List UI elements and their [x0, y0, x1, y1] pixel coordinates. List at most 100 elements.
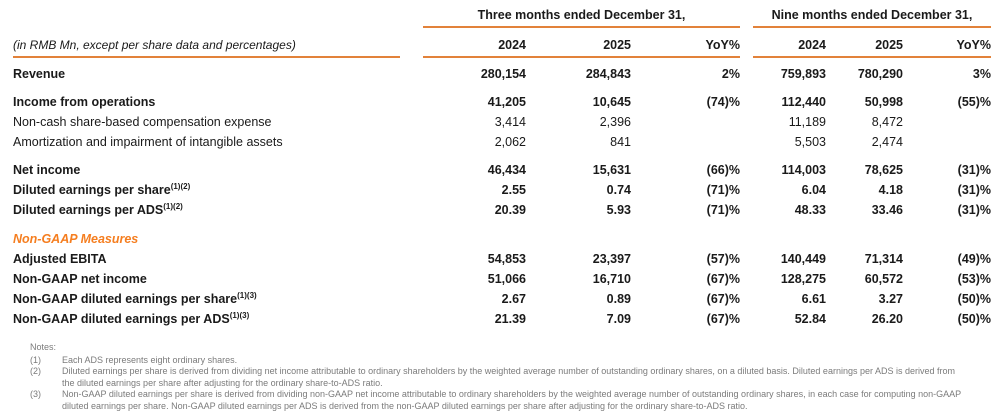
footnote-ref: (1)(3) [237, 290, 257, 300]
unit-label: (in RMB Mn, except per share data and pe… [13, 30, 400, 58]
cell-9mo-2025: 4.18 [878, 183, 903, 197]
cell-3mo-2025: 2,396 [599, 115, 631, 129]
cell-9mo-2025: 50,998 [864, 95, 903, 109]
cell-9mo-2025: 26.20 [871, 312, 903, 326]
cell-3mo-2024: 41,205 [487, 95, 526, 109]
table-row-share-based-compensation: Non-cash share-based compensation expens… [13, 112, 991, 132]
cell-9mo-2025: 60,572 [864, 272, 903, 286]
cell-3mo-yoy: (57)% [706, 252, 740, 266]
cell-9mo-yoy: (50)% [957, 292, 991, 306]
cell-3mo-yoy: (71)% [706, 183, 740, 197]
row-label: Revenue [13, 67, 400, 81]
row-label: Amortization and impairment of intangibl… [13, 135, 400, 149]
year-column-header: 2025 [875, 38, 903, 52]
cell-9mo-yoy: (55)% [957, 95, 991, 109]
cell-9mo-2024: 128,275 [780, 272, 826, 286]
cell-9mo-2024: 6.04 [801, 183, 826, 197]
note-text: Each ADS represents eight ordinary share… [62, 354, 238, 365]
table-row-non-gaap-net-income: Non-GAAP net income 51,066 16,710 (67)% … [13, 269, 991, 289]
yoy-column-header: YoY% [956, 38, 992, 52]
row-label-text: Net income [13, 163, 81, 177]
cell-3mo-2025: 10,645 [592, 95, 631, 109]
cell-3mo-yoy: (66)% [706, 163, 740, 177]
table-body: Revenue 280,154 284,843 2% 759,893 780,2… [13, 64, 991, 329]
cell-9mo-yoy: (50)% [957, 312, 991, 326]
footnote-ref: (1)(2) [170, 181, 191, 191]
row-label: Non-GAAP diluted earnings per ADS(1)(3) [13, 311, 400, 326]
cell-9mo-yoy: (49)% [957, 252, 991, 266]
cell-3mo-2024: 54,853 [487, 252, 526, 266]
period-group-title-3mo: Three months ended December 31, [423, 8, 740, 28]
cell-3mo-2025: 0.74 [606, 183, 631, 197]
note-text: Non-GAAP diluted earnings per share is d… [62, 389, 962, 411]
cell-3mo-2025: 0.89 [606, 292, 631, 306]
cell-9mo-2025: 78,625 [864, 163, 903, 177]
year-column-header: 2024 [798, 38, 826, 52]
cell-9mo-2025: 3.27 [878, 292, 903, 306]
cell-9mo-2024: 48.33 [794, 203, 826, 217]
cell-9mo-2024: 140,449 [780, 252, 826, 266]
table-row-net-income: Net income 46,434 15,631 (66)% 114,003 7… [13, 160, 991, 180]
cell-3mo-2024: 20.39 [494, 203, 526, 217]
row-label-text: Income from operations [13, 95, 156, 109]
year-column-header: 2025 [603, 38, 631, 52]
cell-9mo-2025: 71,314 [864, 252, 903, 266]
cell-9mo-2025: 8,472 [871, 115, 903, 129]
section-header-row: Non-GAAP Measures [13, 229, 991, 249]
row-label-text: Non-GAAP diluted earnings per share [13, 292, 238, 306]
table-row-non-gaap-diluted-eps: Non-GAAP diluted earnings per share(1)(3… [13, 289, 991, 309]
cell-3mo-2024: 51,066 [487, 272, 526, 286]
year-column-header: 2024 [498, 38, 526, 52]
cell-3mo-yoy: (71)% [706, 203, 740, 217]
cell-9mo-2024: 52.84 [794, 312, 826, 326]
note-text: Diluted earnings per share is derived fr… [62, 366, 955, 388]
row-label: Adjusted EBITA [13, 252, 400, 266]
column-header-row: (in RMB Mn, except per share data and pe… [13, 30, 991, 58]
table-row-diluted-eps: Diluted earnings per share(1)(2) 2.55 0.… [13, 180, 991, 200]
note-number: (1) [30, 354, 41, 365]
period-header-row: Three months ended December 31, Nine mon… [13, 8, 991, 28]
row-label: Diluted earnings per ADS(1)(2) [13, 202, 400, 217]
cell-3mo-2024: 2.67 [501, 292, 526, 306]
row-label-text: Adjusted EBITA [13, 252, 107, 266]
note-item: (3) Non-GAAP diluted earnings per share … [30, 389, 991, 412]
cell-3mo-yoy: 2% [721, 67, 740, 81]
table-row-revenue: Revenue 280,154 284,843 2% 759,893 780,2… [13, 64, 991, 84]
row-label-text: Non-GAAP diluted earnings per ADS [13, 312, 230, 326]
cell-9mo-2025: 33.46 [871, 203, 903, 217]
row-label: Non-GAAP net income [13, 272, 400, 286]
note-item: (1) Each ADS represents eight ordinary s… [30, 355, 991, 367]
spacer [740, 30, 753, 58]
header-empty-cell [13, 8, 400, 28]
row-label: Non-GAAP diluted earnings per share(1)(3… [13, 290, 400, 306]
section-header-non-gaap: Non-GAAP Measures [13, 232, 139, 246]
cell-9mo-2024: 6.61 [801, 292, 826, 306]
cell-3mo-2024: 2,062 [494, 135, 526, 149]
cell-9mo-2024: 11,189 [788, 115, 826, 129]
cell-9mo-yoy: (31)% [957, 203, 991, 217]
cell-3mo-yoy: (67)% [706, 292, 740, 306]
year-headers-3mo: 2024 2025 YoY% [423, 30, 740, 58]
table-row-diluted-eads: Diluted earnings per ADS(1)(2) 20.39 5.9… [13, 200, 991, 220]
cell-9mo-2024: 112,440 [781, 95, 827, 109]
cell-3mo-yoy: (74)% [706, 95, 740, 109]
notes-title: Notes: [30, 342, 57, 352]
row-label-text: Amortization and impairment of intangibl… [13, 135, 283, 149]
table-row-adjusted-ebita: Adjusted EBITA 54,853 23,397 (57)% 140,4… [13, 249, 991, 269]
cell-3mo-yoy: (67)% [706, 312, 740, 326]
cell-3mo-2024: 21.39 [494, 312, 526, 326]
cell-9mo-yoy: 3% [972, 67, 991, 81]
cell-3mo-2024: 280,154 [480, 67, 526, 81]
yoy-column-header: YoY% [705, 38, 741, 52]
cell-3mo-2025: 16,710 [592, 272, 631, 286]
note-item: (2) Diluted earnings per share is derive… [30, 366, 991, 389]
period-group-title-9mo: Nine months ended December 31, [753, 8, 991, 28]
row-label-text: Non-cash share-based compensation expens… [13, 115, 272, 129]
table-row-non-gaap-diluted-eads: Non-GAAP diluted earnings per ADS(1)(3) … [13, 309, 991, 329]
row-label-text: Revenue [13, 67, 66, 81]
table-row-income-from-operations: Income from operations 41,205 10,645 (74… [13, 92, 991, 112]
cell-3mo-yoy: (67)% [706, 272, 740, 286]
cell-9mo-yoy: (53)% [957, 272, 991, 286]
table-row-amortization-impairment: Amortization and impairment of intangibl… [13, 132, 991, 152]
